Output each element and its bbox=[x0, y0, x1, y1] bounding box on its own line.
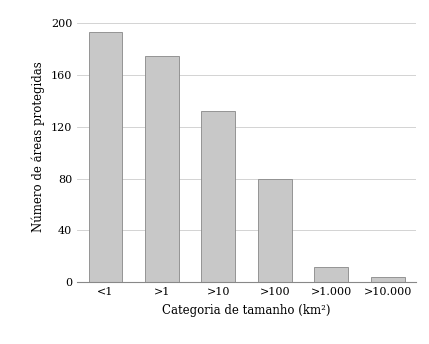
Y-axis label: Número de áreas protegidas: Número de áreas protegidas bbox=[32, 61, 45, 232]
Bar bbox=[145, 56, 179, 282]
X-axis label: Categoria de tamanho (km²): Categoria de tamanho (km²) bbox=[163, 304, 331, 317]
Bar bbox=[314, 267, 348, 282]
Bar bbox=[258, 179, 292, 282]
Bar bbox=[371, 277, 405, 282]
Bar bbox=[88, 32, 122, 282]
Bar bbox=[202, 111, 236, 282]
